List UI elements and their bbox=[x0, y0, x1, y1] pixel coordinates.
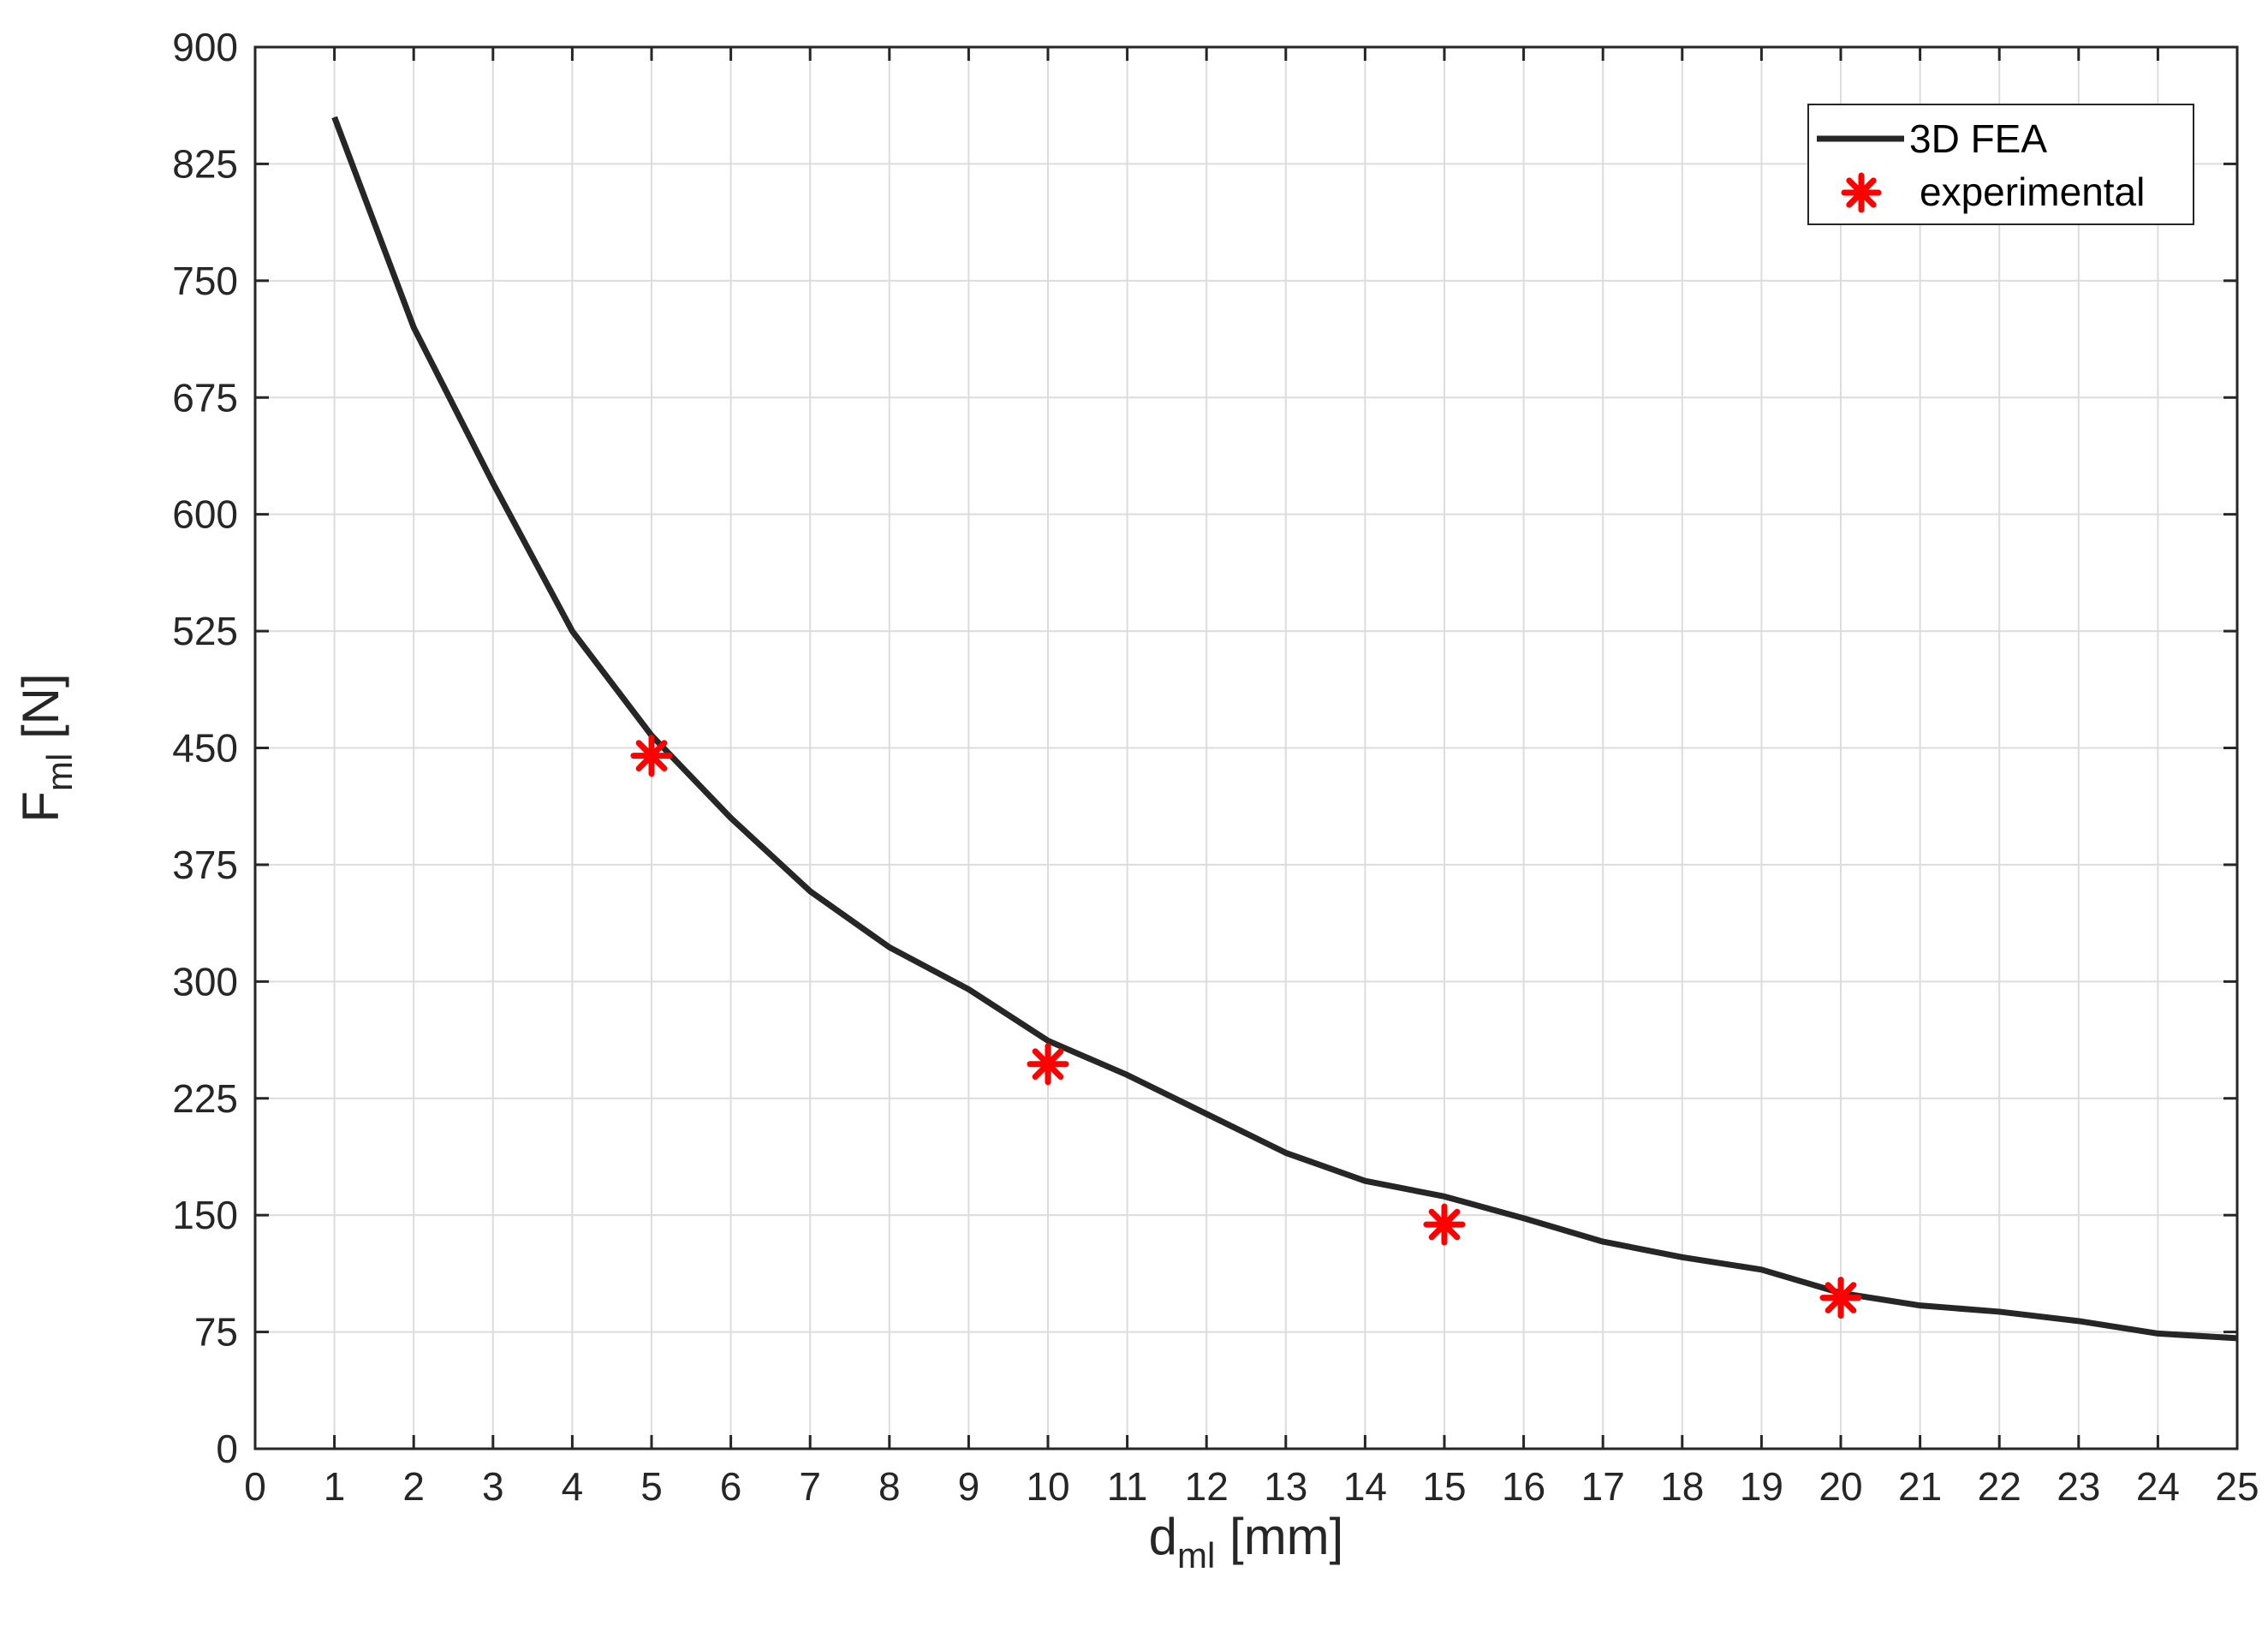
data-point-experimental bbox=[1027, 1043, 1069, 1086]
x-tick-label: 19 bbox=[1740, 1464, 1783, 1509]
y-tick-label: 525 bbox=[172, 609, 238, 653]
x-tick-label: 4 bbox=[562, 1464, 584, 1509]
y-tick-label: 600 bbox=[172, 492, 238, 537]
y-axis-title: Fml [N] bbox=[12, 673, 80, 822]
x-tick-label: 9 bbox=[958, 1464, 980, 1509]
x-tick-label: 1 bbox=[324, 1464, 346, 1509]
data-point-experimental bbox=[1819, 1277, 1862, 1319]
x-axis-ticks: 0 1 2 3 4 5 6 7 8 9 10 11 12 13 14 15 16 17 18 19 20 21 22 23 24… bbox=[244, 47, 2259, 1509]
x-tick-label: 0 bbox=[244, 1464, 266, 1509]
y-tick-label: 675 bbox=[172, 375, 238, 420]
marker-stroke bbox=[1428, 1208, 1461, 1241]
x-tick-label: 21 bbox=[1898, 1464, 1942, 1509]
legend-label-3d-fea: 3D FEA bbox=[1909, 116, 2047, 161]
x-tick-label: 10 bbox=[1026, 1464, 1069, 1509]
x-tick-label: 20 bbox=[1819, 1464, 1862, 1509]
y-tick-label: 900 bbox=[172, 25, 238, 69]
legend-asterisk-marker bbox=[1841, 172, 1882, 213]
x-tick-label: 5 bbox=[640, 1464, 663, 1509]
x-axis-title-unit: [mm] bbox=[1215, 1508, 1343, 1565]
legend-asterisk bbox=[1841, 172, 1882, 213]
x-tick-label: 12 bbox=[1185, 1464, 1229, 1509]
x-tick-label: 6 bbox=[720, 1464, 742, 1509]
x-tick-label: 17 bbox=[1581, 1464, 1625, 1509]
y-tick-label: 750 bbox=[172, 259, 238, 303]
marker-stroke bbox=[1846, 177, 1877, 208]
marker-stroke bbox=[1825, 1282, 1857, 1313]
data-point-experimental bbox=[630, 735, 673, 777]
x-axis-title-subscript: ml bbox=[1177, 1535, 1215, 1575]
y-tick-label: 225 bbox=[172, 1076, 238, 1121]
x-tick-label: 24 bbox=[2136, 1464, 2180, 1509]
x-tick-label: 11 bbox=[1107, 1464, 1148, 1509]
legend-label-experimental: experimental bbox=[1920, 170, 2145, 214]
x-tick-label: 25 bbox=[2215, 1464, 2259, 1509]
x-tick-label: 18 bbox=[1660, 1464, 1704, 1509]
y-axis-title-main: F bbox=[12, 791, 69, 823]
data-point-experimental bbox=[1423, 1203, 1466, 1246]
x-tick-label: 22 bbox=[1978, 1464, 2021, 1509]
y-tick-label: 0 bbox=[216, 1427, 238, 1471]
y-axis-title-unit: [N] bbox=[12, 673, 69, 753]
y-axis-ticks: 0 75 150 225 300 375 450 525 600 675 750 825 900 bbox=[172, 25, 2237, 1471]
x-tick-label: 14 bbox=[1343, 1464, 1387, 1509]
y-tick-label: 825 bbox=[172, 141, 238, 186]
y-tick-label: 450 bbox=[172, 726, 238, 771]
series bbox=[331, 116, 2238, 1342]
x-axis-title: dml [mm] bbox=[1149, 1508, 1344, 1575]
x-axis-title-main: d bbox=[1149, 1508, 1177, 1565]
y-tick-label: 150 bbox=[172, 1193, 238, 1237]
y-axis-title-subscript: ml bbox=[39, 753, 80, 791]
x-tick-label: 13 bbox=[1264, 1464, 1307, 1509]
x-tick-label: 7 bbox=[799, 1464, 821, 1509]
x-tick-label: 15 bbox=[1422, 1464, 1466, 1509]
y-tick-label: 75 bbox=[194, 1310, 238, 1355]
marker-stroke bbox=[635, 740, 668, 771]
y-tick-label: 375 bbox=[172, 843, 238, 887]
x-tick-label: 3 bbox=[482, 1464, 504, 1509]
x-tick-label: 2 bbox=[402, 1464, 425, 1509]
x-tick-label: 16 bbox=[1502, 1464, 1545, 1509]
y-tick-label: 300 bbox=[172, 959, 238, 1004]
legend: 3D FEA experimental bbox=[1807, 104, 2194, 225]
x-tick-label: 23 bbox=[2057, 1464, 2100, 1509]
x-tick-label: 8 bbox=[878, 1464, 901, 1509]
marker-stroke bbox=[1032, 1048, 1064, 1081]
